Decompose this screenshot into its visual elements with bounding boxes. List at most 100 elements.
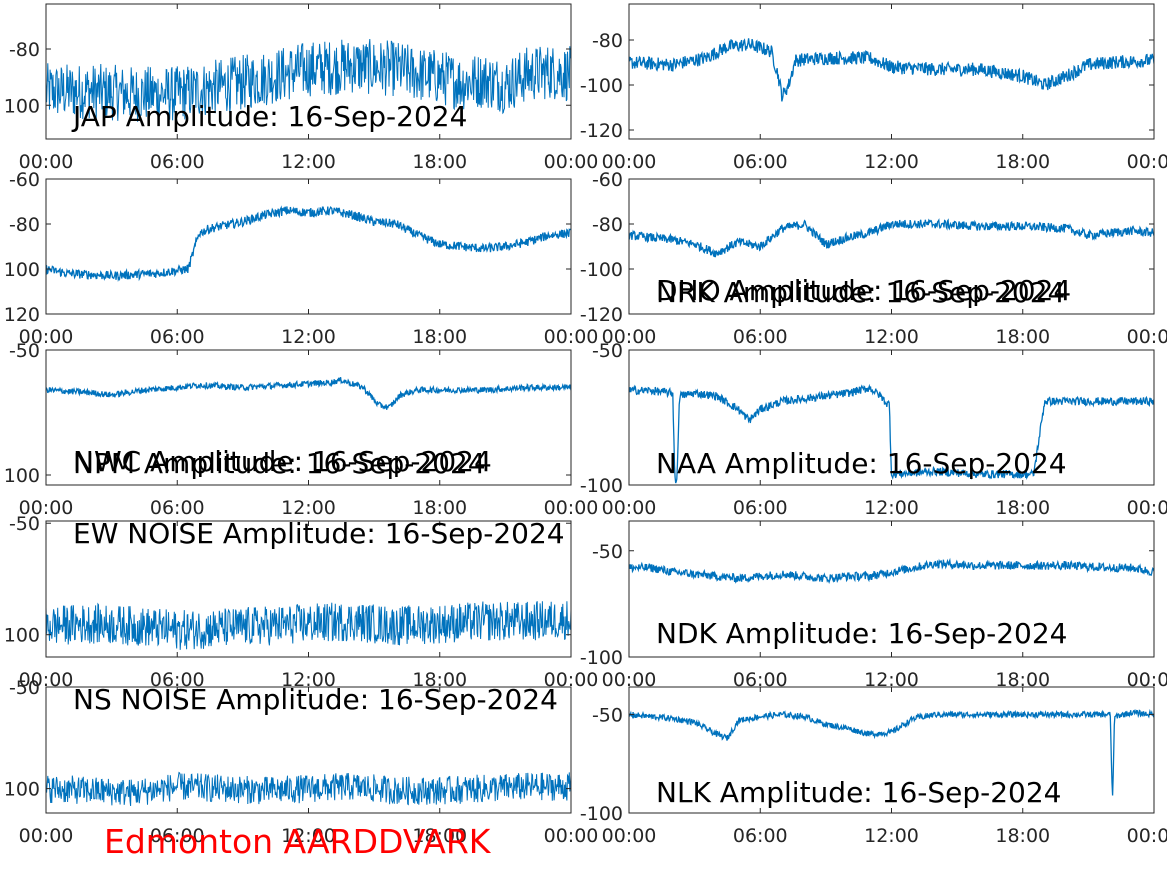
- x-tick-label: 06:00: [733, 326, 788, 348]
- x-tick-label: 12:00: [281, 669, 336, 691]
- series-line: [46, 205, 571, 282]
- y-tick-label: 100: [4, 95, 40, 117]
- x-tick-label: 06:00: [150, 151, 205, 173]
- panel-title: NWC Amplitude: 16-Sep-2024: [73, 445, 492, 478]
- x-tick-label: 18:00: [995, 669, 1050, 691]
- y-tick-label: -100: [580, 475, 623, 497]
- x-tick-label: 06:00: [150, 825, 205, 847]
- x-tick-label: 00:00: [602, 825, 657, 847]
- x-tick-label: 18:00: [412, 497, 467, 519]
- panel-7: 00:00 06:00 12:00 18:00 00:00 -50 100 EW NOISE …: [4, 513, 599, 691]
- y-tick-label: -100: [580, 803, 623, 825]
- x-tick-label: 06:00: [150, 497, 205, 519]
- x-tick-label: 12:00: [281, 151, 336, 173]
- y-tick-label: -100: [580, 75, 623, 97]
- y-tick-label: -80: [9, 214, 40, 236]
- x-tick-label: 12:00: [864, 326, 919, 348]
- series-line: [629, 383, 1154, 484]
- y-tick-label: -50: [9, 677, 40, 699]
- y-tick-label: -50: [592, 541, 623, 563]
- panel-4: 00:00 06:00 12:00 18:00 00:00 -60 -80 -100 -120 N…: [580, 169, 1167, 348]
- x-tick-label: 12:00: [281, 326, 336, 348]
- x-tick-label: 18:00: [995, 497, 1050, 519]
- panel-3: 00:00 06:00 12:00 18:00 00:00 -60 -80 100 120 NWC…: [4, 169, 599, 478]
- panel-title: JAP Amplitude: 16-Sep-2024: [71, 100, 467, 133]
- x-tick-label: 12:00: [281, 497, 336, 519]
- panel-title: DHO Amplitude: 16-Sep-2024: [656, 274, 1071, 307]
- x-tick-label: 06:00: [150, 669, 205, 691]
- panel-title: NLK Amplitude: 16-Sep-2024: [656, 776, 1062, 809]
- x-tick-label: 12:00: [281, 825, 336, 847]
- y-tick-label: 100: [4, 259, 40, 281]
- y-tick-label: -50: [9, 513, 40, 535]
- x-tick-label: 06:00: [733, 497, 788, 519]
- y-tick-label: -120: [580, 120, 623, 142]
- series-line: [629, 38, 1154, 102]
- y-tick-label: 100: [4, 465, 40, 487]
- x-tick-label: 18:00: [412, 151, 467, 173]
- x-tick-label: 00:00: [544, 669, 599, 691]
- x-tick-label: 00:00: [602, 669, 657, 691]
- panel-title: NAA Amplitude: 16-Sep-2024: [656, 447, 1067, 480]
- x-tick-label: 00:00: [19, 669, 74, 691]
- x-tick-label: 12:00: [864, 151, 919, 173]
- panel-6: 00:00 06:00 12:00 18:00 00:00 -50 -100 NAA Ampl…: [580, 340, 1167, 519]
- x-tick-label: 06:00: [733, 151, 788, 173]
- panel-1: 00:00 06:00 12:00 18:00 00:00 -80 100 JAP Ampli…: [4, 3, 599, 173]
- station-label: Edmonton AARDDVARK: [104, 822, 492, 861]
- y-tick-label: -80: [592, 214, 623, 236]
- y-tick-label: -50: [592, 340, 623, 362]
- panel-title: EW NOISE Amplitude: 16-Sep-2024: [73, 517, 565, 550]
- x-tick-label: 18:00: [995, 326, 1050, 348]
- x-tick-label: 00:00: [602, 151, 657, 173]
- x-tick-label: 00:00: [544, 825, 599, 847]
- x-tick-label: 00:00: [602, 326, 657, 348]
- y-tick-label: -60: [9, 169, 40, 191]
- x-tick-label: 00:00: [1127, 151, 1167, 173]
- x-tick-label: 12:00: [864, 497, 919, 519]
- y-tick-label: -50: [592, 705, 623, 727]
- y-tick-label: -80: [9, 39, 40, 61]
- x-tick-label: 00:00: [19, 151, 74, 173]
- x-tick-label: 00:00: [544, 326, 599, 348]
- x-tick-label: 00:00: [544, 151, 599, 173]
- x-tick-label: 12:00: [864, 825, 919, 847]
- panel-title: NDK Amplitude: 16-Sep-2024: [656, 617, 1067, 650]
- panel-9: 00:00 06:00 12:00 18:00 00:00 -50 100 NS NOISE …: [4, 677, 599, 847]
- panel-title: NS NOISE Amplitude: 16-Sep-2024: [73, 683, 558, 716]
- panel-title: NPM Amplitude: 16-Sep-2024: [73, 447, 486, 480]
- x-tick-label: 06:00: [733, 669, 788, 691]
- x-tick-label: 00:00: [19, 497, 74, 519]
- x-tick-label: 18:00: [995, 151, 1050, 173]
- x-tick-label: 18:00: [995, 825, 1050, 847]
- x-tick-label: 00:00: [544, 497, 599, 519]
- x-tick-label: 06:00: [733, 825, 788, 847]
- x-tick-label: 00:00: [1127, 497, 1167, 519]
- y-tick-label: -100: [580, 647, 623, 669]
- y-tick-label: -60: [592, 169, 623, 191]
- series-line: [46, 376, 571, 410]
- panel-title: NRK Amplitude: 16-Sep-2024: [656, 276, 1065, 309]
- y-tick-label: 120: [4, 304, 40, 326]
- panel-10: 00:00 06:00 12:00 18:00 00:00 -50 -100 NLK Ampl…: [580, 686, 1167, 847]
- x-tick-label: 00:00: [1127, 825, 1167, 847]
- x-tick-label: 00:00: [1127, 326, 1167, 348]
- series-line: [629, 557, 1154, 584]
- y-tick-label: -80: [592, 30, 623, 52]
- x-tick-label: 06:00: [150, 326, 205, 348]
- y-tick-label: 100: [4, 625, 40, 647]
- series-line: [46, 38, 571, 122]
- panel-2: 00:00 06:00 12:00 18:00 00:00 -80 -100 -120 DHO …: [580, 3, 1167, 307]
- panel-8: 00:00 06:00 12:00 18:00 00:00 -50 -100 NDK Ampl…: [580, 520, 1167, 691]
- x-tick-label: 00:00: [602, 497, 657, 519]
- series-line: [629, 708, 1154, 796]
- y-tick-label: -50: [9, 340, 40, 362]
- series-line: [46, 771, 571, 807]
- x-tick-label: 18:00: [412, 825, 467, 847]
- y-tick-label: -120: [580, 304, 623, 326]
- x-tick-label: 12:00: [864, 669, 919, 691]
- x-tick-label: 00:00: [1127, 669, 1167, 691]
- x-tick-label: 00:00: [19, 825, 74, 847]
- series-line: [629, 218, 1154, 258]
